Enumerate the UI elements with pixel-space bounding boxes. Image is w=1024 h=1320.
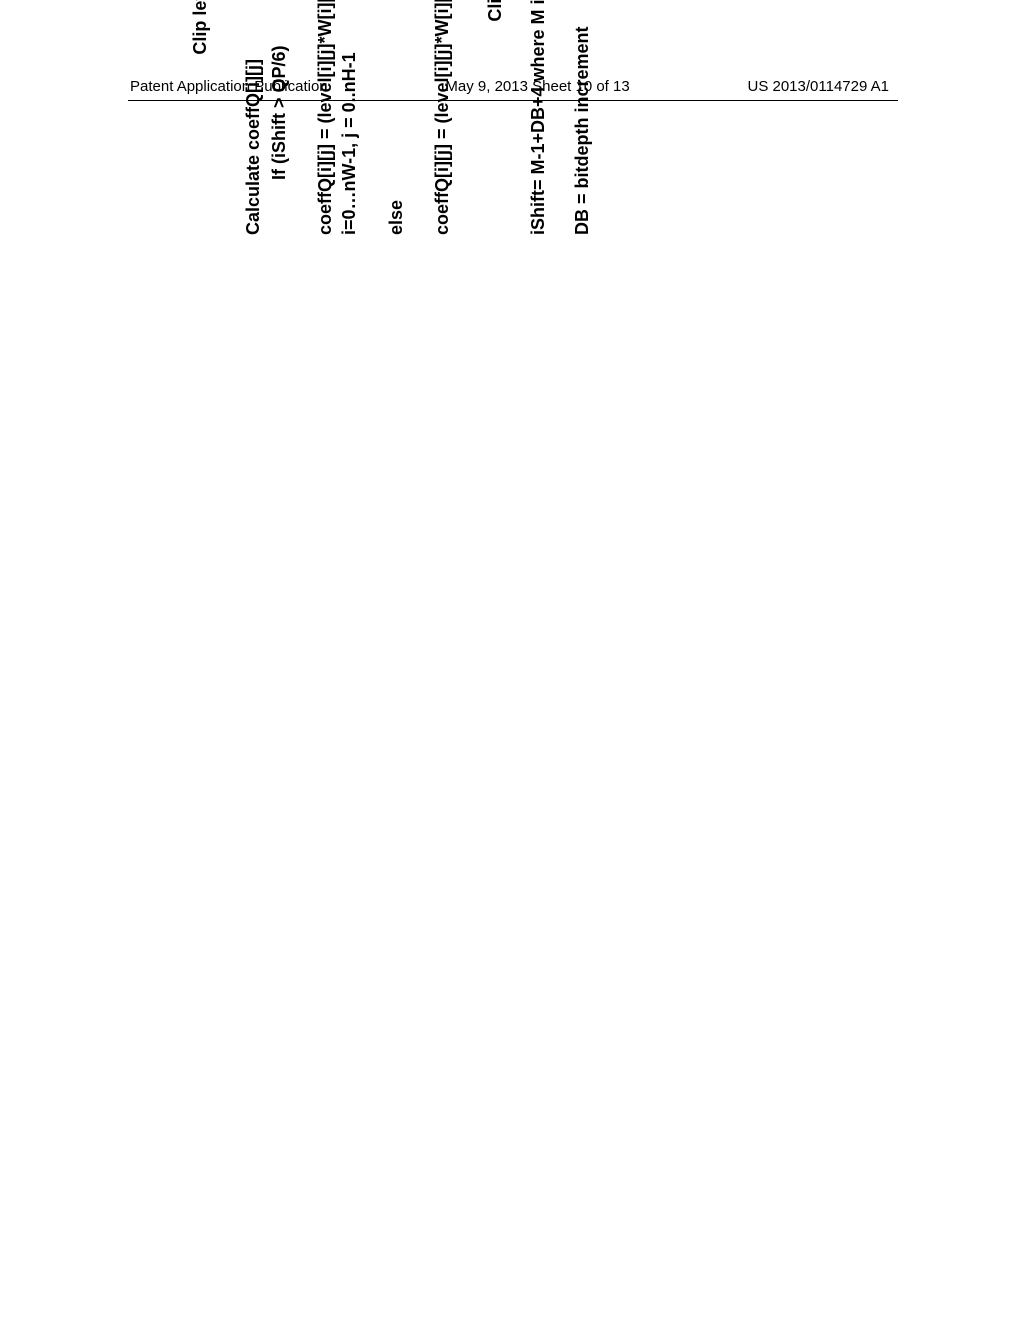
- calc-line-5: coeffQ[i][j] = (level[i][j]*W[i][j]*IQ[Q…: [430, 0, 454, 235]
- step-clip-level: Clip level[i][j] to specified range –215…: [187, 0, 212, 118]
- step-calc-coeff: Calculate coeffQ[i][j] If (iShift > QP/6…: [241, 0, 455, 235]
- calc-line-3: coeffQ[i][j] = (level[i][j]*W[i][j]*IQ[Q…: [313, 0, 362, 235]
- clip-level-a: Clip level[i][j] to specified range –2: [190, 0, 210, 55]
- step-db: DB = bitdepth increment: [570, 0, 594, 235]
- figure-diagram: Decode level[i][j] 920 Clip level[i][j] …: [135, 0, 665, 235]
- step-clip-coeff: Clip coeffQ[i][j] to range –215 to 215 –…: [482, 0, 507, 118]
- step-ishift: iShift= M-1+DB+4 where M is log2 (block …: [526, 0, 550, 235]
- calc-line-4: else: [384, 0, 408, 235]
- calc-line-2: If (iShift > QP/6): [267, 0, 291, 235]
- clip-coeff-a: Clip coeffQ[i][j] to range –2: [485, 0, 505, 22]
- header-right: US 2013/0114729 A1: [747, 78, 889, 95]
- arrow-2: 924: [215, 0, 239, 118]
- arrow-3: [456, 0, 480, 118]
- calc-line-1: Calculate coeffQ[i][j]: [241, 0, 265, 235]
- figure-label: FIG. 10: [624, 0, 665, 118]
- arrow-1: [161, 0, 185, 118]
- step-decode: Decode level[i][j] 920: [135, 0, 159, 118]
